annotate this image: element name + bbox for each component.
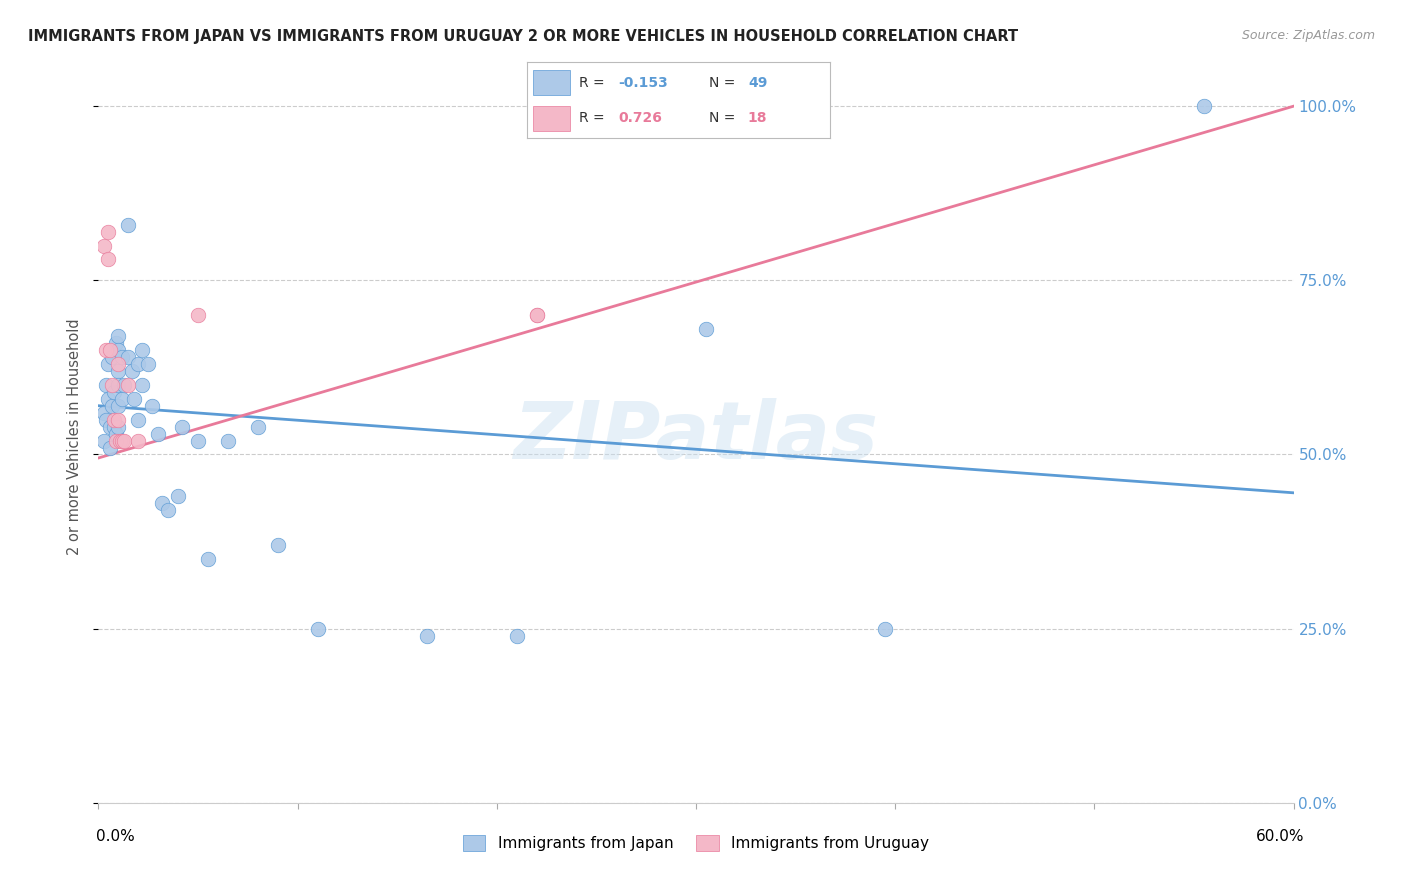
Point (101, 399, 124, 413)
Point (150, 496, 173, 510)
Point (112, 377, 135, 392)
Point (307, 622, 329, 636)
Point (105, 426, 128, 441)
Point (107, 399, 129, 413)
Point (124, 392, 146, 406)
Point (110, 434, 132, 448)
Point (117, 218, 139, 232)
Point (267, 538, 290, 552)
Point (107, 329, 129, 343)
Point (107, 364, 129, 378)
Point (136, 357, 159, 371)
Point (105, 434, 128, 448)
Point (93, 406, 115, 420)
Point (107, 419, 129, 434)
Point (187, 434, 209, 448)
Point (172, 419, 194, 434)
Point (98, 441, 122, 455)
Point (107, 377, 129, 392)
Text: R =: R = (579, 76, 609, 89)
Point (187, 308, 209, 322)
Point (103, 412, 125, 426)
Point (526, 308, 548, 322)
Text: Source: ZipAtlas.com: Source: ZipAtlas.com (1241, 29, 1375, 42)
Point (103, 419, 125, 434)
Point (111, 350, 134, 364)
Point (96, 343, 118, 357)
Text: N =: N = (709, 76, 740, 89)
Point (246, 419, 269, 434)
Point (217, 434, 239, 448)
Point (127, 412, 149, 426)
Point (506, 629, 529, 643)
FancyBboxPatch shape (533, 70, 569, 95)
Text: N =: N = (709, 112, 740, 125)
Point (111, 392, 134, 406)
Point (97, 392, 120, 406)
Point (107, 357, 129, 371)
Y-axis label: 2 or more Vehicles in Household: 2 or more Vehicles in Household (67, 318, 83, 556)
Point (111, 434, 134, 448)
Point (98, 343, 122, 357)
Point (1192, 99, 1215, 113)
Point (127, 357, 149, 371)
Point (121, 364, 143, 378)
Point (167, 489, 190, 503)
Point (97, 252, 120, 267)
Text: 0.0%: 0.0% (96, 830, 135, 844)
Point (526, 308, 548, 322)
Point (875, 622, 897, 636)
Point (103, 384, 125, 399)
Point (96, 377, 118, 392)
Point (117, 350, 139, 364)
Text: 60.0%: 60.0% (1257, 830, 1305, 844)
Point (141, 399, 163, 413)
Text: 18: 18 (748, 112, 768, 125)
FancyBboxPatch shape (533, 105, 569, 130)
Point (97, 225, 120, 239)
Point (93, 238, 115, 252)
Point (695, 322, 717, 336)
Point (101, 377, 124, 392)
Point (96, 412, 118, 426)
Point (101, 350, 124, 364)
Text: 49: 49 (748, 76, 768, 89)
Point (112, 434, 135, 448)
Point (97, 357, 120, 371)
Point (98, 419, 122, 434)
Point (117, 377, 139, 392)
Text: 0.726: 0.726 (619, 112, 662, 125)
Text: R =: R = (579, 112, 609, 125)
Point (131, 377, 153, 392)
Text: ZIPatlas: ZIPatlas (513, 398, 879, 476)
Point (107, 343, 129, 357)
Point (197, 552, 219, 566)
Point (93, 434, 115, 448)
Point (416, 629, 439, 643)
Point (157, 503, 180, 517)
Text: IMMIGRANTS FROM JAPAN VS IMMIGRANTS FROM URUGUAY 2 OR MORE VEHICLES IN HOUSEHOLD: IMMIGRANTS FROM JAPAN VS IMMIGRANTS FROM… (28, 29, 1018, 44)
Point (107, 412, 129, 426)
Point (131, 343, 153, 357)
Point (105, 336, 128, 351)
Point (127, 434, 149, 448)
Legend: Immigrants from Japan, Immigrants from Uruguay: Immigrants from Japan, Immigrants from U… (457, 830, 935, 857)
Text: -0.153: -0.153 (619, 76, 668, 89)
Point (148, 426, 170, 441)
